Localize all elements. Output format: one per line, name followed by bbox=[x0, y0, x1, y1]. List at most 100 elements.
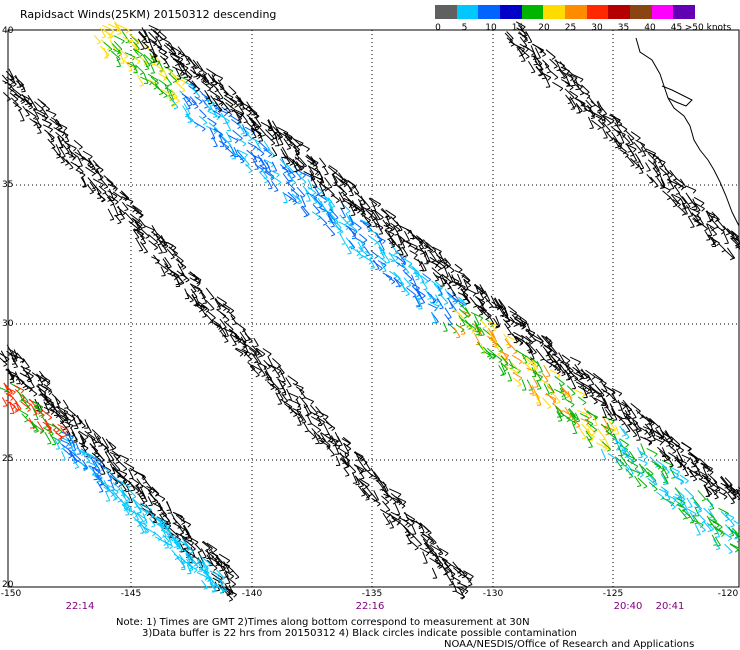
wind-barb bbox=[565, 399, 575, 405]
wind-barb-feather bbox=[500, 374, 505, 376]
wind-barb bbox=[370, 473, 380, 480]
wind-barb bbox=[713, 539, 721, 549]
wind-barb bbox=[294, 149, 300, 159]
wind-barb bbox=[421, 261, 427, 271]
wind-barb-feather bbox=[609, 139, 614, 142]
wind-barb-feather bbox=[666, 197, 671, 201]
wind-barb bbox=[661, 472, 669, 484]
wind-barb bbox=[661, 465, 669, 478]
wind-barb bbox=[574, 364, 581, 373]
wind-barb bbox=[285, 377, 292, 387]
legend-swatch bbox=[521, 5, 544, 19]
wind-barb-feather bbox=[341, 243, 346, 245]
wind-barb bbox=[637, 163, 644, 174]
wind-barb bbox=[432, 246, 442, 252]
wind-barb bbox=[412, 535, 423, 545]
wind-barb bbox=[532, 371, 543, 378]
wind-barb-feather bbox=[154, 241, 158, 245]
wind-barb-feather bbox=[255, 374, 260, 378]
wind-barb-feather bbox=[734, 537, 739, 540]
wind-barb bbox=[547, 346, 556, 354]
wind-barb-feather bbox=[346, 221, 351, 223]
wind-barb bbox=[597, 428, 606, 440]
wind-barb bbox=[111, 450, 121, 458]
wind-barb-feather bbox=[141, 226, 146, 229]
wind-barb-feather bbox=[321, 421, 326, 426]
wind-barb bbox=[1, 74, 9, 83]
wind-barb bbox=[51, 405, 61, 414]
wind-barb bbox=[209, 583, 217, 592]
wind-barb bbox=[429, 544, 442, 552]
wind-barb bbox=[504, 323, 512, 335]
wind-barb bbox=[8, 68, 15, 80]
wind-barb-feather bbox=[612, 419, 617, 421]
wind-barb-feather bbox=[100, 184, 104, 188]
wind-barb bbox=[279, 369, 286, 382]
wind-barb-feather bbox=[164, 245, 169, 249]
wind-barb-feather bbox=[499, 314, 505, 317]
wind-barb bbox=[532, 360, 539, 369]
wind-barb-feather bbox=[548, 350, 553, 354]
wind-barb bbox=[158, 31, 167, 39]
wind-barb bbox=[682, 509, 691, 518]
wind-barb bbox=[250, 150, 258, 162]
wind-barb-feather bbox=[210, 308, 215, 311]
wind-barb bbox=[525, 329, 534, 336]
wind-barb bbox=[691, 454, 699, 463]
wind-barb bbox=[314, 176, 324, 182]
wind-barb-feather bbox=[403, 255, 408, 257]
wind-barb bbox=[534, 47, 541, 59]
wind-barb bbox=[557, 359, 570, 366]
wind-barb bbox=[670, 194, 680, 204]
wind-barb bbox=[91, 429, 102, 439]
wind-barb bbox=[271, 383, 282, 393]
wind-barb bbox=[78, 430, 89, 438]
wind-barb bbox=[298, 157, 307, 167]
wind-barb bbox=[139, 486, 147, 499]
wind-barb-feather bbox=[98, 461, 102, 466]
wind-barb bbox=[13, 89, 22, 96]
wind-barb-feather bbox=[580, 377, 585, 380]
wind-barb bbox=[581, 84, 590, 93]
wind-barb-feather bbox=[385, 261, 390, 264]
wind-barb-feather bbox=[691, 465, 696, 468]
wind-barb bbox=[392, 497, 403, 503]
wind-barb-feather bbox=[570, 404, 575, 408]
lat-label-40: 40 bbox=[2, 26, 14, 36]
wind-barb bbox=[370, 215, 378, 227]
wind-barb bbox=[388, 519, 395, 528]
wind-barb bbox=[358, 246, 368, 256]
wind-barb-feather bbox=[96, 41, 101, 45]
wind-barb-feather bbox=[691, 205, 696, 209]
wind-barb bbox=[458, 284, 467, 291]
wind-barb bbox=[20, 82, 26, 92]
wind-barb bbox=[582, 386, 588, 398]
wind-barb-feather bbox=[662, 161, 666, 166]
wind-barb-feather bbox=[405, 533, 410, 536]
wind-barb bbox=[334, 444, 340, 455]
wind-barb-feather bbox=[629, 143, 634, 146]
wind-barb bbox=[318, 434, 324, 444]
wind-barb bbox=[271, 127, 278, 139]
wind-barb bbox=[395, 255, 407, 265]
wind-barb bbox=[147, 496, 153, 506]
wind-barb-feather bbox=[46, 382, 51, 387]
wind-barb bbox=[309, 404, 318, 414]
wind-barb bbox=[223, 91, 234, 98]
wind-barb bbox=[575, 369, 585, 379]
wind-barb bbox=[645, 429, 652, 438]
wind-barb-feather bbox=[14, 410, 19, 413]
wind-barb bbox=[454, 263, 463, 271]
wind-barb bbox=[131, 43, 140, 52]
wind-barb bbox=[694, 470, 704, 479]
wind-barb bbox=[206, 93, 213, 104]
wind-barb bbox=[467, 322, 477, 330]
wind-barb-feather bbox=[507, 333, 512, 336]
wind-barb bbox=[155, 35, 163, 47]
wind-barb bbox=[271, 180, 279, 191]
wind-barb bbox=[224, 583, 231, 594]
wind-barb-feather bbox=[185, 536, 190, 538]
wind-barb-feather bbox=[322, 223, 328, 226]
wind-barb bbox=[345, 243, 352, 254]
wind-barb bbox=[68, 449, 77, 460]
